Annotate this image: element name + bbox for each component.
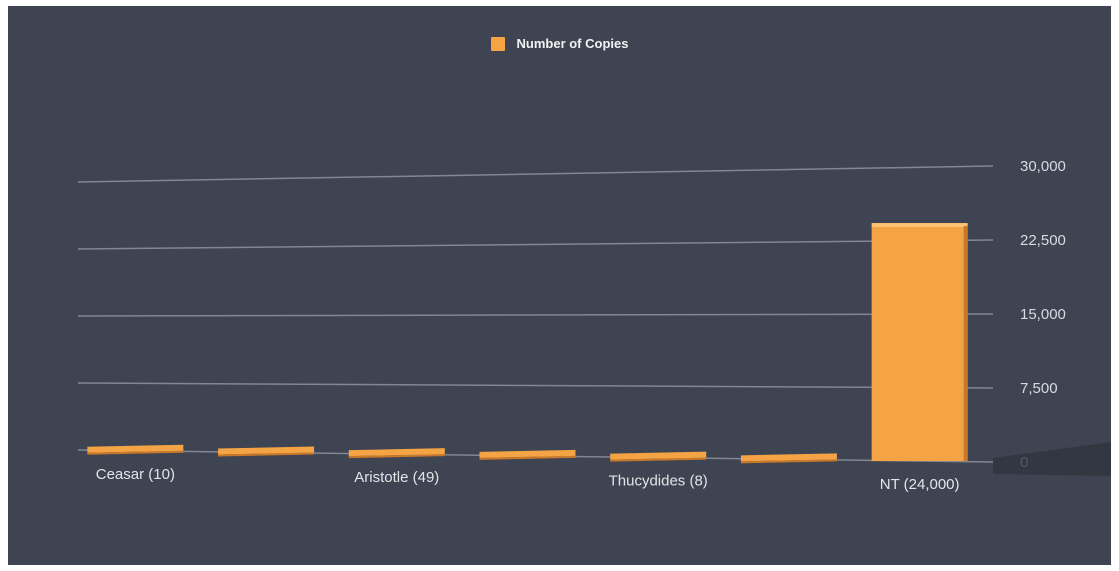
bar <box>348 448 445 457</box>
bar-edge <box>740 459 837 464</box>
bar <box>479 449 576 458</box>
gridline <box>77 239 994 250</box>
gridline <box>77 165 994 183</box>
x-category-label: Ceasar (10) <box>96 466 175 483</box>
chart-panel: Number of Copies 07,50015,00022,50030,00… <box>8 6 1111 565</box>
bar-edge <box>479 455 576 460</box>
y-tick-label: 30,000 <box>1020 158 1066 175</box>
bar-edge <box>610 457 707 462</box>
gridline <box>77 313 994 317</box>
bar <box>871 226 968 462</box>
legend-swatch <box>490 36 505 51</box>
y-tick-label: 15,000 <box>1020 306 1066 323</box>
bar-edge <box>87 450 184 455</box>
bar <box>218 446 315 455</box>
bar-side <box>963 226 968 462</box>
gridline <box>77 382 994 389</box>
y-tick-label: 22,500 <box>1020 232 1066 249</box>
legend-label: Number of Copies <box>516 36 629 51</box>
x-category-label: Thucydides (8) <box>609 473 708 490</box>
y-tick-label: 7,500 <box>1020 380 1058 397</box>
bar-edge <box>218 452 315 457</box>
bar-edge <box>348 454 445 459</box>
x-category-label: Aristotle (49) <box>354 469 439 486</box>
chart-legend: Number of Copies <box>8 36 1111 51</box>
bar <box>610 451 707 460</box>
x-category-label: NT (24,000) <box>880 476 960 493</box>
bar <box>87 444 184 453</box>
bar-shadow <box>993 442 1111 476</box>
bar <box>740 453 837 462</box>
bar-top <box>871 223 968 228</box>
